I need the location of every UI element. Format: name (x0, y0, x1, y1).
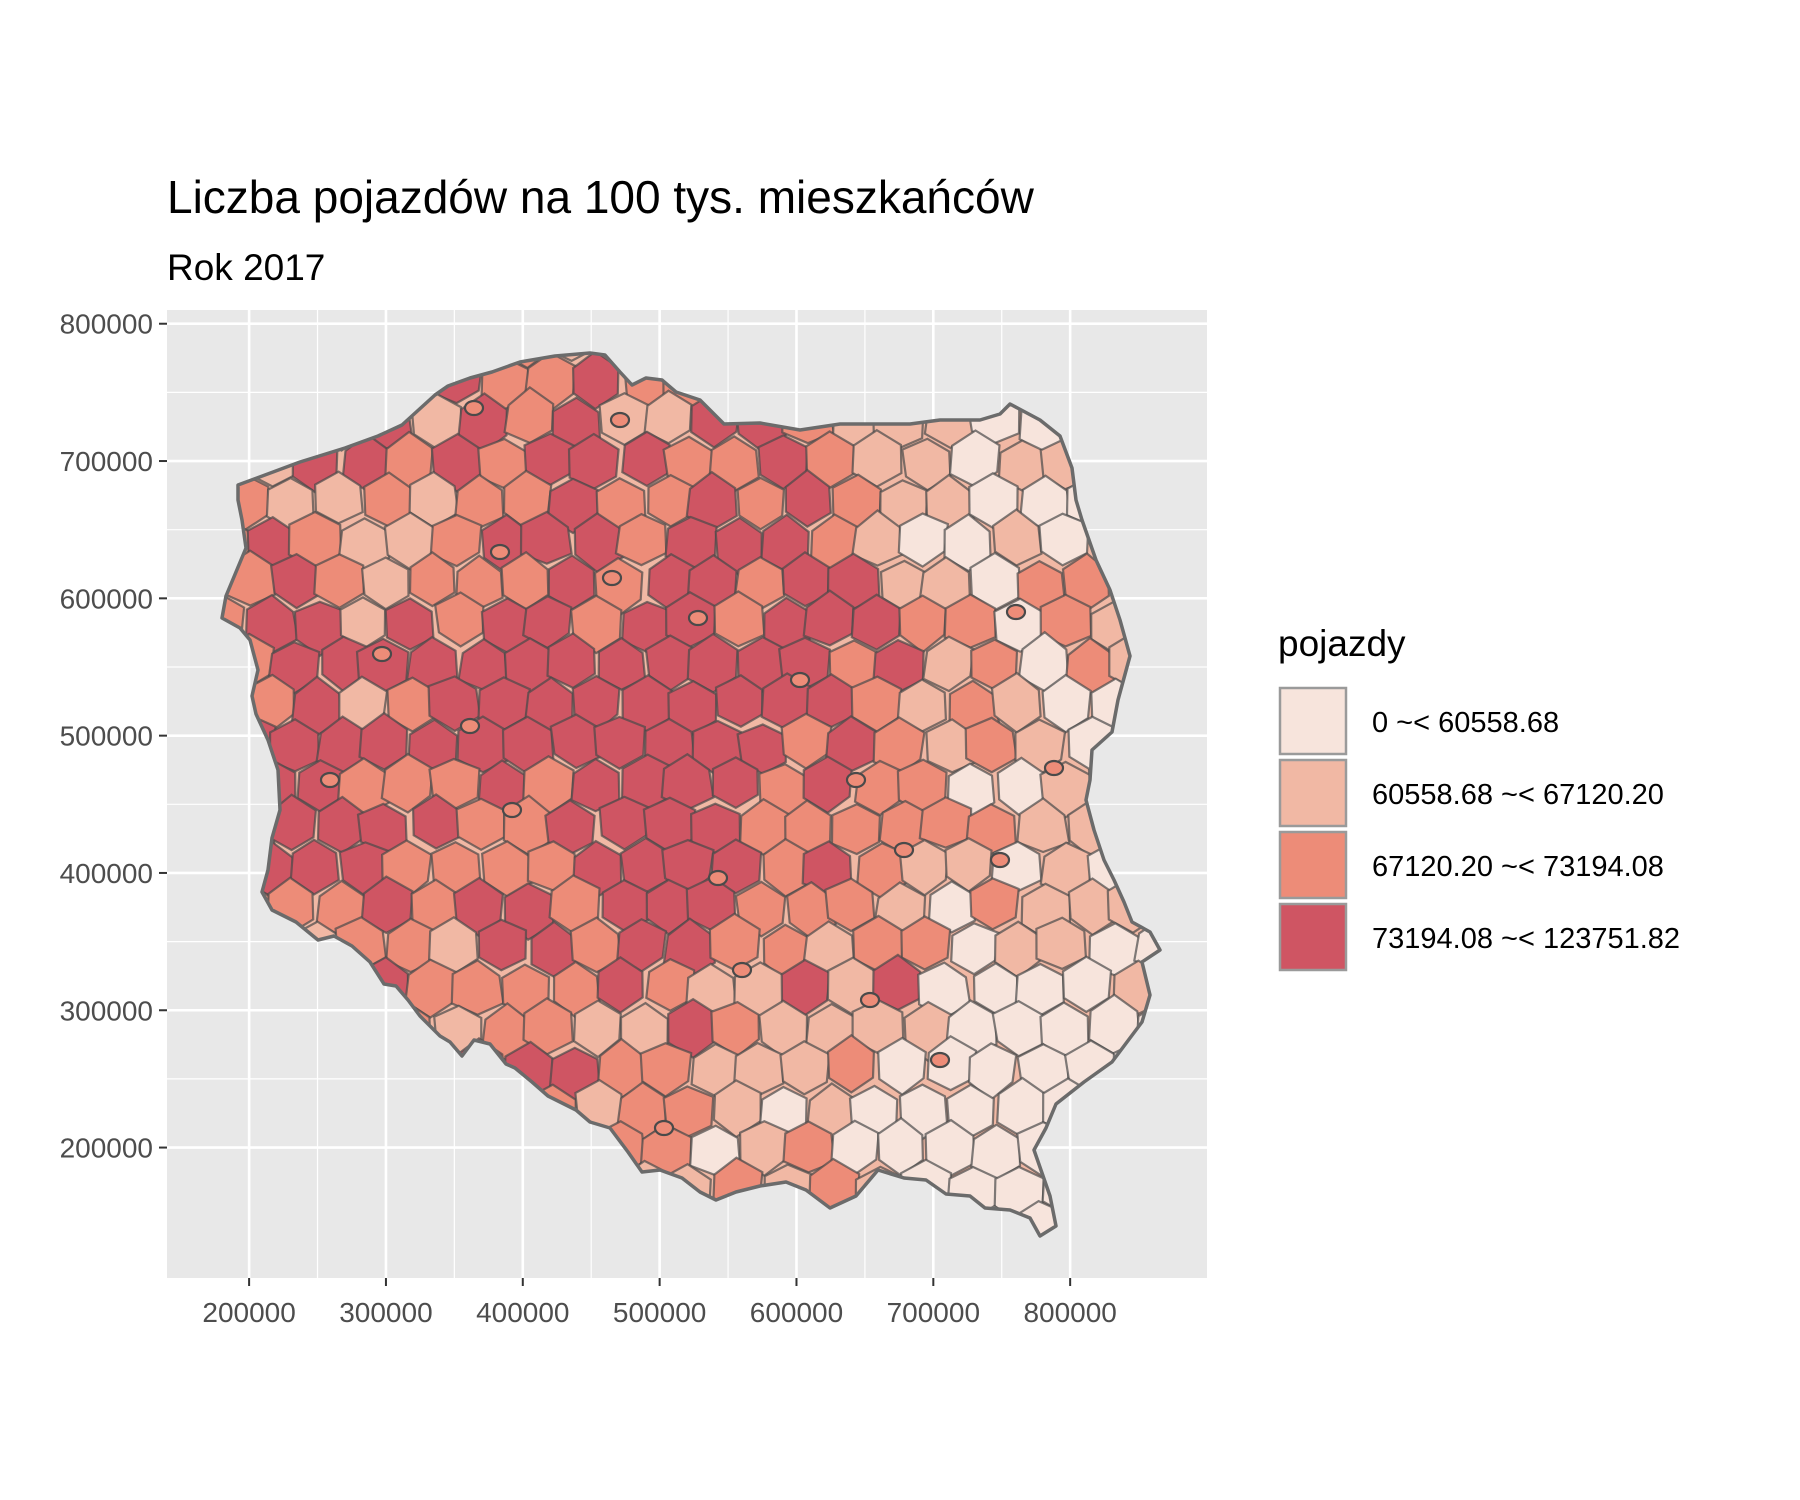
y-tick-label: 600000 (60, 583, 153, 614)
y-tick-label: 200000 (60, 1133, 153, 1164)
city-enclave (1005, 603, 1027, 621)
county-polygon (567, 432, 620, 491)
x-tick-label: 400000 (476, 1297, 569, 1328)
x-tick-label: 800000 (1023, 1297, 1116, 1328)
county-polygon (593, 715, 647, 770)
county-polygon (710, 1000, 761, 1058)
x-tick-label: 300000 (339, 1297, 432, 1328)
x-tick-label: 500000 (613, 1297, 706, 1328)
city-enclave (609, 411, 631, 429)
legend-label: 73194.08 ~< 123751.82 (1372, 923, 1680, 955)
county-polygon (339, 596, 387, 651)
county-polygon (872, 716, 926, 777)
legend-key (1278, 902, 1348, 972)
y-tick-label: 700000 (60, 446, 153, 477)
county-polygon (711, 756, 760, 810)
county-polygon (736, 476, 786, 531)
x-tick-label: 200000 (202, 1297, 295, 1328)
city-enclave (489, 543, 511, 561)
y-tick-label: 800000 (60, 309, 153, 340)
city-enclave (789, 671, 811, 689)
city-enclave (1043, 759, 1065, 777)
x-tick-label: 600000 (750, 1297, 843, 1328)
county-polygon (522, 997, 574, 1056)
city-enclave (463, 399, 485, 417)
county-polygon (967, 1042, 1018, 1102)
legend-label: 67120.20 ~< 73194.08 (1372, 851, 1664, 883)
city-enclave (459, 717, 481, 735)
legend: 0 ~< 60558.68 60558.68 ~< 67120.20 67120.2… (1278, 686, 1680, 972)
city-enclave (845, 771, 867, 789)
city-enclave (371, 645, 393, 663)
city-enclave (687, 609, 709, 627)
county-polygon (546, 632, 597, 690)
county-polygon (660, 752, 715, 812)
city-enclave (601, 569, 623, 587)
city-enclave (893, 841, 915, 859)
county-polygon (948, 429, 1001, 489)
county-polygon (639, 1042, 693, 1098)
y-tick-label: 300000 (60, 995, 153, 1026)
county-polygon (991, 508, 1043, 567)
legend-label: 60558.68 ~< 67120.20 (1372, 779, 1664, 811)
city-enclave (653, 1119, 675, 1137)
city-enclave (929, 1051, 951, 1069)
county-polygon (360, 556, 410, 611)
legend-key (1278, 758, 1348, 828)
city-enclave (319, 771, 341, 789)
county-polygon (922, 635, 976, 693)
legend-title: pojazdy (1278, 623, 1406, 664)
city-enclave (731, 961, 753, 979)
y-axis: 200000 300000 400000 500000 600000 700000 8000… (60, 309, 167, 1164)
legend-key (1278, 830, 1348, 900)
county-polygon (708, 912, 761, 972)
country-outline (220, 351, 1162, 1238)
city-enclave (859, 991, 881, 1009)
city-enclave (707, 869, 729, 887)
county-polygon (877, 1036, 927, 1097)
x-axis: 200000 300000 400000 500000 600000 700000 8000… (202, 1278, 1117, 1328)
chart-title: Liczba pojazdów na 100 tys. mieszkańców (167, 171, 1035, 223)
county-polygon (380, 752, 434, 814)
county-polygon (802, 755, 853, 815)
county-polygon (784, 468, 832, 529)
county-polygon (944, 837, 993, 893)
county-polygon (571, 353, 620, 411)
city-enclave (501, 801, 523, 819)
x-tick-label: 700000 (887, 1297, 980, 1328)
county-polygon (830, 802, 882, 856)
county-polygon (779, 1040, 831, 1096)
county-polygon (969, 877, 1020, 931)
city-enclave (989, 851, 1011, 869)
county-polygon (993, 920, 1042, 980)
y-tick-label: 500000 (60, 721, 153, 752)
county-polygon (408, 550, 456, 608)
county-polygon (826, 1033, 876, 1094)
county-polygon (850, 593, 902, 651)
county-polygon (685, 470, 738, 532)
county-polygon (596, 955, 644, 1014)
county-polygon (876, 1116, 925, 1178)
county-polygon (522, 595, 573, 650)
county-polygon (477, 918, 528, 972)
chart-subtitle: Rok 2017 (167, 247, 325, 288)
y-tick-label: 400000 (60, 858, 153, 889)
county-polygon (990, 671, 1042, 735)
legend-label: 0 ~< 60558.68 (1372, 707, 1559, 739)
county-polygon (643, 389, 693, 445)
county-polygon (851, 428, 903, 488)
legend-key (1278, 686, 1348, 756)
